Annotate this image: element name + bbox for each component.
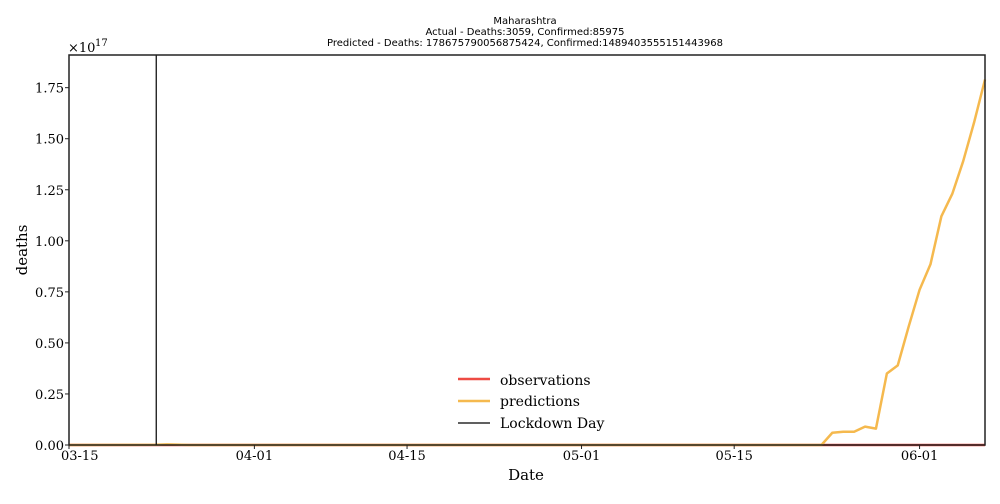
y-axis-ticks: 0.00 0.25 0.50 0.75 1.00 1.25 1.50 1.75: [35, 82, 69, 454]
plot-frame: [68, 54, 986, 446]
x-tick-label: 05-15: [715, 449, 752, 464]
x-tick-label: 03-15: [61, 449, 98, 464]
x-tick-label: 06-01: [901, 449, 938, 464]
y-tick-label: 1.50: [35, 133, 64, 148]
chart-title-line-1: Maharashtra: [493, 16, 556, 27]
legend-label-observations: observations: [500, 373, 591, 389]
y-tick-label: 1.00: [35, 235, 64, 250]
y-axis-offset-text: ×10 17: [68, 38, 108, 56]
y-tick-label: 0.00: [35, 439, 64, 454]
chart-legend: observations predictions Lockdown Day: [458, 373, 604, 432]
y-offset-exponent: 17: [95, 38, 108, 49]
y-tick-label: 0.50: [35, 337, 64, 352]
chart-title-line-3: Predicted - Deaths: 178675790056875424, …: [327, 38, 723, 49]
y-tick-label: 1.75: [35, 82, 64, 97]
legend-label-lockdown-day: Lockdown Day: [500, 416, 604, 432]
y-axis-label: deaths: [13, 225, 31, 276]
y-tick-label: 0.75: [35, 286, 64, 301]
y-tick-label: 0.25: [35, 388, 64, 403]
y-tick-label: 1.25: [35, 184, 64, 199]
series-line-predictions: [68, 79, 987, 447]
chart-title: Maharashtra Actual - Deaths:3059, Confir…: [327, 16, 723, 49]
y-offset-base: ×10: [68, 41, 95, 56]
x-tick-label: 05-01: [563, 449, 600, 464]
legend-label-predictions: predictions: [500, 394, 580, 410]
chart-title-line-2: Actual - Deaths:3059, Confirmed:85975: [425, 27, 624, 38]
x-tick-label: 04-01: [236, 449, 273, 464]
x-axis-ticks: 03-15 04-01 04-15 05-01 05-15 06-01: [61, 445, 938, 464]
x-axis-label: Date: [508, 466, 544, 484]
x-tick-label: 04-15: [388, 449, 425, 464]
